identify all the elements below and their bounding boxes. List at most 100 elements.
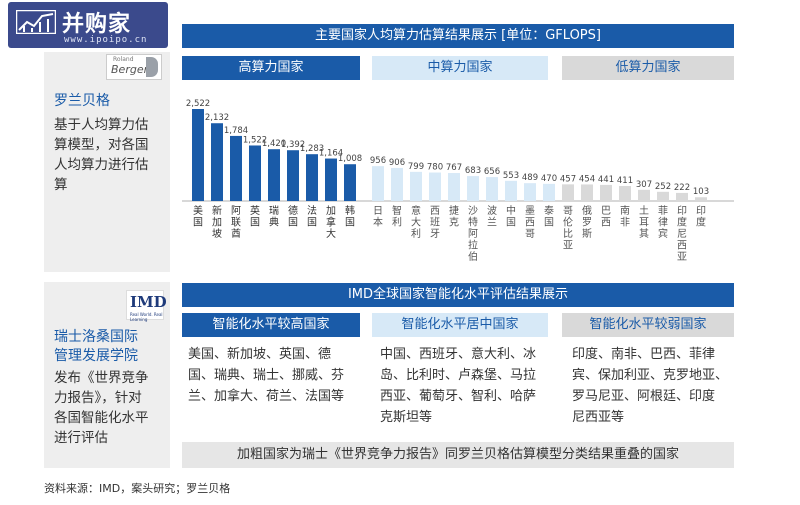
value-label-26: 103 xyxy=(693,187,709,197)
category-label-0: 美国 xyxy=(193,204,203,229)
top-source-desc: 基于人均算力估 算模型，对各国 人均算力进行估 算 xyxy=(54,117,149,193)
category-label-3: 英国 xyxy=(250,204,260,229)
category-label-13: 捷克 xyxy=(449,204,459,229)
value-label-20: 454 xyxy=(579,174,595,184)
category-label-20: 俄罗斯 xyxy=(582,205,592,240)
column-mid-text: 中国、西班牙、意大利、冰 岛、比利时、卢森堡、马拉 西亚、葡萄牙、智利、哈萨 克… xyxy=(380,347,537,425)
value-label-10: 906 xyxy=(389,158,405,168)
category-high: 高算力国家 xyxy=(182,56,360,80)
bar-20 xyxy=(581,184,593,201)
bar-12 xyxy=(429,172,441,201)
bar-22 xyxy=(619,186,631,201)
value-label-5: 1,392 xyxy=(281,140,305,150)
value-label-18: 470 xyxy=(541,174,557,184)
bar-25 xyxy=(676,192,688,201)
logo-url: www.ipoipo.cn xyxy=(64,35,148,45)
category-label-23: 土耳其 xyxy=(639,204,649,240)
value-label-11: 799 xyxy=(408,162,424,172)
value-label-1: 2,132 xyxy=(205,113,229,123)
category-label-19: 哥伦比亚 xyxy=(563,205,573,252)
bar-1 xyxy=(211,123,223,201)
bar-11 xyxy=(410,171,422,201)
value-label-4: 1,420 xyxy=(262,139,286,149)
bottom-source-title: 瑞士洛桑国际 管理发展学院 xyxy=(54,329,138,364)
bar-23 xyxy=(638,189,650,201)
bar-9 xyxy=(372,166,384,201)
bottom-source-desc: 发布《世界竞争 力报告》，针对 各国智能化水平 进行评估 xyxy=(54,370,149,446)
value-label-3: 1,522 xyxy=(243,135,267,145)
category-label-11: 意大利 xyxy=(411,204,421,240)
category-label-2: 阿联酋 xyxy=(231,205,241,240)
value-label-21: 441 xyxy=(598,175,614,185)
bar-19 xyxy=(562,184,574,201)
bar-8 xyxy=(344,164,356,201)
bar-0 xyxy=(192,109,204,201)
category-label-12: 西班牙 xyxy=(430,206,440,240)
category-label-25: 印度尼西亚 xyxy=(677,205,687,263)
bar-5 xyxy=(287,150,299,201)
value-label-2: 1,784 xyxy=(224,126,248,136)
bar-6 xyxy=(306,154,318,201)
value-label-8: 1,008 xyxy=(338,154,362,164)
category-mid: 中算力国家 xyxy=(372,56,548,80)
bar-15 xyxy=(486,177,498,201)
bar-3 xyxy=(249,145,261,201)
value-label-19: 457 xyxy=(560,174,576,184)
bar-24 xyxy=(657,191,669,201)
value-label-15: 656 xyxy=(484,167,500,177)
column-mid-title: 智能化水平居中国家 xyxy=(372,313,548,337)
bar-chart-svg: 2,522 美国 2,132 新加坡 1,784 阿联酋 1,522 英国 1,420 瑞典 1,3… xyxy=(182,99,734,263)
category-label-16: 中国 xyxy=(506,204,516,229)
category-label-10: 智利 xyxy=(392,204,402,229)
bar-17 xyxy=(524,183,536,201)
category-low: 低算力国家 xyxy=(562,56,734,80)
category-label-6: 法国 xyxy=(307,204,317,229)
column-low-text: 印度、南非、巴西、菲律 宾、保加利亚、克罗地亚、 罗马尼亚、阿根廷、印度 尼西亚… xyxy=(572,347,729,425)
bar-26 xyxy=(695,197,707,201)
bar-21 xyxy=(600,184,612,201)
category-label-9: 日本 xyxy=(373,206,383,229)
value-label-9: 956 xyxy=(370,156,386,166)
bar-16 xyxy=(505,180,517,201)
site-logo: 并购家 www.ipoipo.cn xyxy=(8,2,168,48)
overlap-footnote: 加粗国家为瑞士《世界竞争力报告》同罗兰贝格估算模型分类结果重叠的国家 xyxy=(182,442,734,468)
bar-18 xyxy=(543,183,555,201)
value-label-25: 222 xyxy=(674,183,690,193)
bar-chart: 2,522 美国 2,132 新加坡 1,784 阿联酋 1,522 英国 1,420 瑞典 1,3… xyxy=(182,85,734,265)
logo-name: 并购家 xyxy=(62,12,132,37)
top-source-panel xyxy=(44,52,170,272)
category-label-5: 德国 xyxy=(288,204,298,229)
column-low-title: 智能化水平较弱国家 xyxy=(562,313,734,337)
value-label-12: 780 xyxy=(427,163,443,173)
chart-logo-icon xyxy=(16,10,56,34)
bar-14 xyxy=(467,176,479,201)
value-label-17: 489 xyxy=(522,173,538,183)
category-label-26: 印度 xyxy=(696,205,706,229)
value-label-24: 252 xyxy=(655,182,671,192)
value-label-23: 307 xyxy=(636,180,652,190)
bar-10 xyxy=(391,167,403,201)
imd-logo: IMD Real World. Real Learning xyxy=(126,290,167,322)
category-label-8: 韩国 xyxy=(345,204,355,229)
value-label-13: 767 xyxy=(446,163,462,173)
value-label-14: 683 xyxy=(465,166,481,176)
category-label-7: 加拿大 xyxy=(326,205,336,240)
source-line: 资料来源：IMD，案头研究；罗兰贝格 xyxy=(44,482,231,495)
top-source-title: 罗兰贝格 xyxy=(54,93,110,109)
bar-4 xyxy=(268,149,280,201)
column-high-title: 智能化水平较高国家 xyxy=(182,313,360,337)
bar-7 xyxy=(325,158,337,201)
bar-13 xyxy=(448,173,460,201)
column-high-text: 美国、新加坡、英国、德 国、瑞典、瑞士、挪威、芬 兰、加拿大、荷兰、法国等 xyxy=(188,347,345,404)
value-label-22: 411 xyxy=(617,176,633,186)
top-header: 主要国家人均算力估算结果展示 [单位：GFLOPS] xyxy=(182,24,734,48)
value-label-7: 1,164 xyxy=(319,149,343,159)
category-label-24: 菲律宾 xyxy=(658,205,668,240)
category-label-15: 波兰 xyxy=(487,204,497,229)
category-label-18: 泰国 xyxy=(544,204,554,229)
category-label-14: 沙特阿拉伯 xyxy=(468,205,478,263)
value-label-0: 2,522 xyxy=(186,99,210,109)
category-label-17: 墨西哥 xyxy=(525,205,535,240)
roland-berger-logo: Roland Berger xyxy=(106,54,162,80)
category-label-22: 南非 xyxy=(620,204,630,229)
